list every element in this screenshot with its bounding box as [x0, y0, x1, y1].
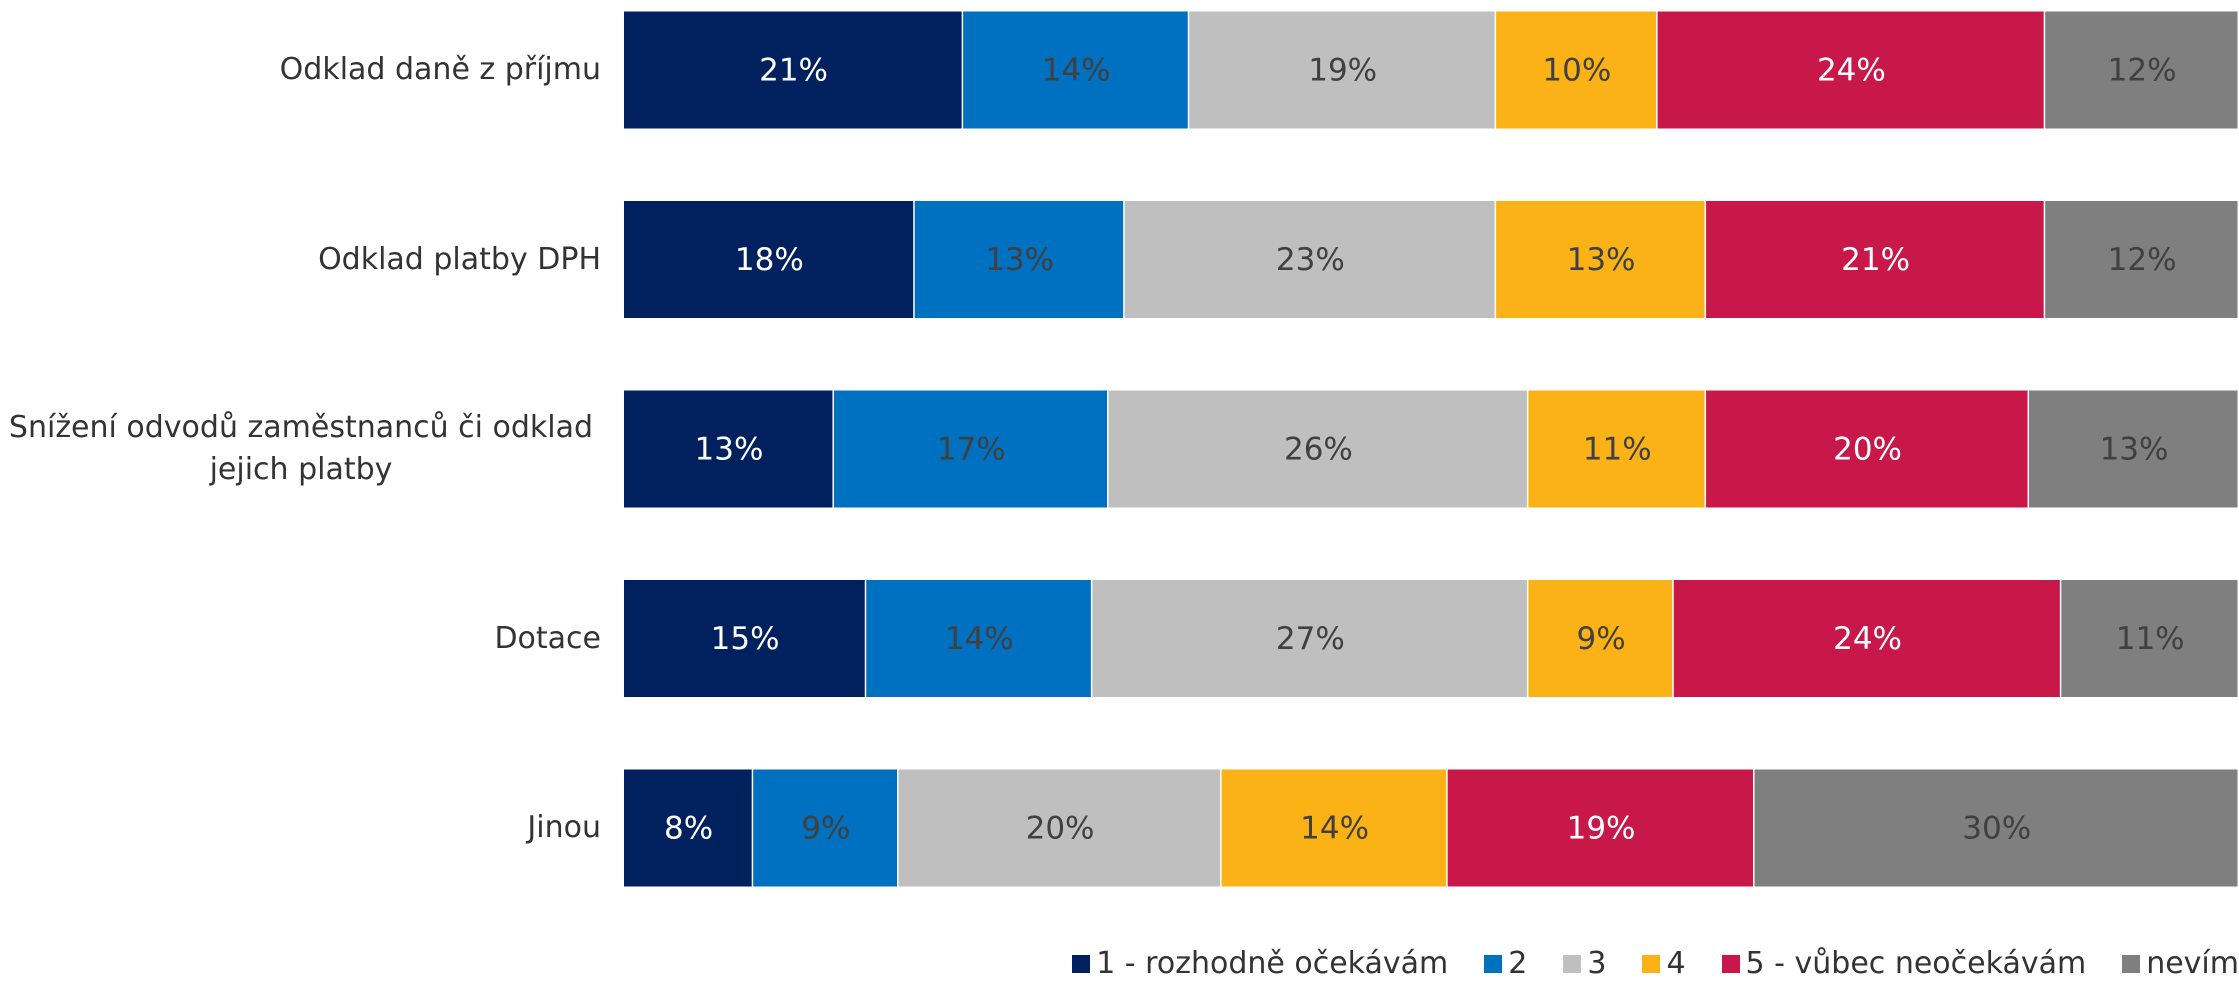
data-label: 27% [1276, 621, 1345, 657]
legend-label: 3 [1587, 946, 1607, 981]
data-label: 19% [1308, 53, 1377, 89]
category-label: Odklad daně z příjmu [1, 12, 601, 129]
legend-item: 2 [1484, 946, 1527, 981]
data-label: 11% [1583, 432, 1652, 468]
legend-label: 4 [1666, 946, 1686, 981]
bar-segment [963, 11, 1188, 129]
bar-segment [1706, 201, 2044, 318]
bar-segment [833, 390, 1107, 508]
legend-item: nevím [2122, 946, 2239, 981]
legend-swatch [1072, 954, 1091, 973]
data-label: 24% [1833, 621, 1902, 657]
legend-swatch [1484, 954, 1503, 973]
bar-segment [1528, 580, 1673, 697]
bar-segment [1221, 769, 1447, 887]
data-label: 19% [1567, 811, 1636, 847]
category-text: Odklad daně z příjmu [279, 52, 601, 87]
data-label: 15% [711, 621, 780, 657]
data-label: 10% [1542, 53, 1611, 89]
data-label: 17% [937, 432, 1006, 468]
bar-segment [624, 769, 752, 887]
category-label: Odklad platby DPH [1, 201, 601, 318]
legend-label: nevím [2146, 946, 2239, 981]
category-text: Snížení odvodů zaměstnanců či odklad jej… [8, 410, 594, 487]
data-label: 9% [801, 811, 850, 847]
category-text: Jinou [527, 810, 601, 845]
legend-label: 2 [1508, 946, 1528, 981]
bar-segment [2045, 201, 2238, 318]
data-label: 30% [1962, 811, 2031, 847]
data-label: 20% [1026, 811, 1095, 847]
legend: 1 - rozhodně očekávám 2 3 4 5 - vůbec neoček… [1072, 946, 2239, 981]
legend-swatch [2122, 954, 2141, 973]
data-label: 24% [1817, 53, 1886, 89]
data-label: 13% [985, 242, 1054, 278]
data-label: 18% [735, 242, 804, 278]
bar-segment [2029, 390, 2238, 508]
data-label: 13% [695, 432, 764, 468]
legend-swatch [1721, 954, 1740, 973]
data-label: 14% [1042, 53, 1111, 89]
bar-segment [914, 201, 1124, 318]
bar-segment [1754, 769, 2238, 887]
legend-item: 4 [1642, 946, 1686, 981]
bar-segment [1657, 11, 2044, 129]
data-label: 13% [2100, 432, 2169, 468]
bar-segment [624, 201, 914, 318]
legend-label: 1 - rozhodně očekávám [1096, 946, 1449, 981]
bar-segment [866, 580, 1091, 697]
bar-segment [1108, 390, 1527, 508]
legend-item: 1 - rozhodně očekávám [1072, 946, 1448, 981]
data-label: 26% [1284, 432, 1353, 468]
bar-segment [1706, 390, 2028, 508]
data-label: 13% [1567, 242, 1636, 278]
data-label: 9% [1576, 621, 1625, 657]
bar-segment [1124, 201, 1495, 318]
data-label: 14% [945, 621, 1014, 657]
data-label: 12% [2108, 53, 2177, 89]
data-label: 14% [1300, 811, 1369, 847]
data-label: 8% [664, 811, 713, 847]
category-label: Jinou [1, 770, 601, 887]
chart: 21% 14% 19% 10% 24% 12% 18% 13% 23% 13% 21% 12% 13% 1… [624, 11, 2238, 887]
data-label: 11% [2116, 621, 2185, 657]
bar-segment [624, 11, 962, 129]
bar-segment [2045, 11, 2238, 129]
bar-segment [1496, 201, 1705, 318]
legend-swatch [1642, 954, 1661, 973]
bar-segment [1496, 11, 1657, 129]
bar-segment [753, 769, 898, 887]
category-label: Snížení odvodů zaměstnanců či odklad jej… [1, 391, 601, 508]
data-label: 21% [1841, 242, 1910, 278]
data-label: 21% [759, 53, 828, 89]
bar-segment [898, 769, 1221, 887]
legend-label: 5 - vůbec neočekávám [1745, 946, 2087, 981]
category-text: Odklad platby DPH [318, 241, 601, 277]
bar-segment [624, 390, 833, 508]
category-text: Dotace [494, 620, 601, 656]
bar-segment [1673, 580, 2060, 697]
data-label: 23% [1276, 242, 1345, 278]
bar-segment [624, 580, 865, 697]
data-label: 20% [1833, 432, 1902, 468]
bar-segment [1528, 390, 1705, 508]
bar-segment [2061, 580, 2238, 697]
bar-segment [1092, 580, 1527, 697]
bar-segment [1189, 11, 1495, 129]
bar-segment [1447, 769, 1753, 887]
category-label: Dotace [1, 580, 601, 697]
legend-item: 3 [1563, 946, 1606, 981]
legend-swatch [1563, 954, 1582, 973]
data-label: 12% [2108, 242, 2177, 278]
legend-item: 5 - vůbec neočekávám [1721, 946, 2087, 981]
